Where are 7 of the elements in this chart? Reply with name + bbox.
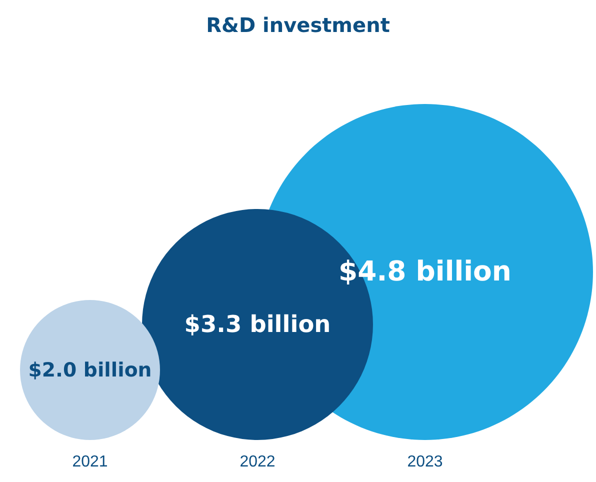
- text: R&D investment: [206, 13, 390, 37]
- category-label: 2023: [407, 454, 443, 470]
- category-label: 2021: [72, 454, 108, 470]
- data-label: $2.0 billion: [28, 358, 152, 382]
- category-label: 2022: [240, 454, 276, 470]
- data-label: $4.8 billion: [338, 256, 512, 288]
- data-label: $3.3 billion: [184, 311, 331, 338]
